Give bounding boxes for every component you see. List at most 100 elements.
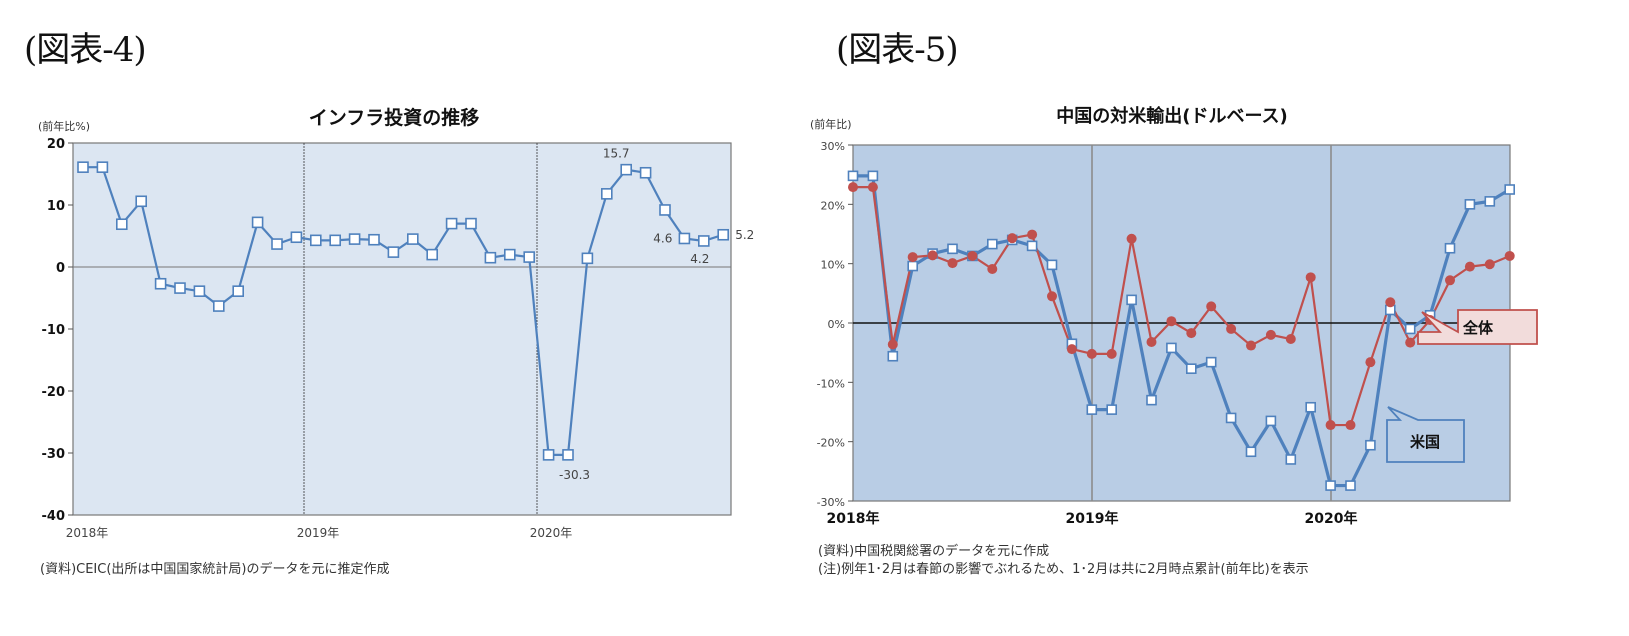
y-axis-unit-label: (前年比%) xyxy=(38,119,90,133)
data-point-square xyxy=(1106,404,1118,415)
y-tick-label: -20 xyxy=(42,385,66,400)
data-point-circle xyxy=(907,252,918,263)
data-point-square xyxy=(1325,480,1336,491)
data-point-circle xyxy=(1464,261,1475,272)
data-point-square xyxy=(947,243,958,255)
data-point-circle xyxy=(1066,344,1077,355)
data-label: 4.2 xyxy=(690,252,709,266)
chart-svg: 中国の対米輸出(ドルベース) (前年比) 30% 20% 10% 0% -10% -20%… xyxy=(810,105,1538,527)
data-point-square xyxy=(387,246,400,258)
data-point-circle xyxy=(1365,357,1376,368)
callout-total-label: 全体 xyxy=(1462,319,1494,337)
data-point-square xyxy=(1026,240,1038,252)
data-point-square xyxy=(251,216,264,229)
data-point-circle xyxy=(1285,334,1296,345)
data-label: 15.7 xyxy=(603,147,630,161)
x-year-label: 2018年 xyxy=(827,510,880,527)
data-point-square xyxy=(96,161,109,173)
data-point-square xyxy=(484,251,497,264)
data-point-square xyxy=(639,166,652,179)
series-line-0 xyxy=(83,166,724,456)
data-point-square xyxy=(1464,199,1476,210)
data-point-circle xyxy=(1186,328,1197,339)
callout-total xyxy=(1417,309,1538,345)
infrastructure-investment-chart: インフラ投資の推移 (前年比%) 20 10 0 -10 -20 -30 -40 2018年 2… xyxy=(0,100,800,620)
data-point-square xyxy=(213,300,225,312)
y-tick-label: 10% xyxy=(821,259,845,272)
data-point-circle xyxy=(848,182,858,193)
data-point-square xyxy=(1484,196,1496,207)
data-point-square xyxy=(620,163,633,176)
y-tick-label: 20% xyxy=(821,199,845,212)
data-point-square xyxy=(1345,480,1356,491)
data-point-circle xyxy=(1047,291,1057,302)
data-point-circle xyxy=(1385,297,1396,308)
data-point-square xyxy=(426,248,439,261)
figure-5-label: (図表-5) xyxy=(836,30,959,70)
data-point-square xyxy=(1444,242,1456,254)
x-year-label: 2019年 xyxy=(297,526,340,540)
y-tick-label: 10 xyxy=(47,199,65,214)
data-point-square xyxy=(503,248,516,261)
data-point-circle xyxy=(1246,340,1256,351)
y-tick-label: -20% xyxy=(817,437,845,450)
series-line-0 xyxy=(853,174,1511,488)
data-point-square xyxy=(542,449,555,461)
data-point-square xyxy=(847,170,859,182)
data-point-circle xyxy=(1405,337,1416,348)
data-point-square xyxy=(562,449,574,461)
data-point-square xyxy=(887,350,899,362)
footnote: (注)例年1･2月は春節の影響でぶれるため、1･2月は共に2月時点累計(前年比)… xyxy=(818,562,1309,577)
data-point-square xyxy=(987,238,998,250)
data-point-circle xyxy=(987,264,998,275)
data-point-square xyxy=(1245,446,1257,458)
data-point-square xyxy=(581,252,594,265)
data-point-circle xyxy=(927,250,938,261)
data-point-square xyxy=(445,217,458,230)
data-point-circle xyxy=(947,258,958,269)
data-point-circle xyxy=(1484,259,1495,270)
data-point-circle xyxy=(1325,420,1336,431)
chart-title: 中国の対米輸出(ドルベース) xyxy=(1056,105,1288,127)
data-point-square xyxy=(116,218,128,231)
data-point-circle xyxy=(967,250,978,261)
y-tick-label: 0 xyxy=(56,261,65,276)
data-point-square xyxy=(1404,323,1416,335)
data-point-circle xyxy=(1504,250,1515,261)
data-point-circle xyxy=(1206,301,1217,312)
data-point-square xyxy=(465,217,477,230)
data-point-square xyxy=(1185,363,1197,374)
data-point-circle xyxy=(1226,323,1237,334)
data-point-square xyxy=(1146,394,1157,406)
x-year-label: 2020年 xyxy=(530,526,573,540)
y-tick-label: -30% xyxy=(817,496,845,509)
data-point-square xyxy=(135,195,147,208)
data-label: 5.2 xyxy=(735,228,754,242)
data-point-square xyxy=(1166,342,1177,354)
data-point-circle xyxy=(1345,420,1356,431)
data-point-square xyxy=(290,231,303,244)
y-tick-label: 30% xyxy=(821,140,845,153)
data-point-circle xyxy=(1305,272,1316,283)
data-point-square xyxy=(271,238,283,250)
data-point-square xyxy=(348,233,361,245)
data-point-circle xyxy=(1106,348,1117,359)
data-point-square xyxy=(1504,184,1516,195)
data-point-circle xyxy=(1166,316,1177,327)
data-point-square xyxy=(77,161,89,173)
y-tick-label: -10% xyxy=(817,377,845,390)
data-point-square xyxy=(717,228,730,241)
x-year-label: 2018年 xyxy=(66,526,109,540)
data-point-square xyxy=(678,232,691,245)
data-label: 4.6 xyxy=(653,231,672,245)
callout-us xyxy=(1386,406,1465,463)
data-point-circle xyxy=(1445,275,1455,286)
y-tick-label: -40 xyxy=(42,509,66,524)
data-point-square xyxy=(1285,454,1297,465)
y-tick-label: 20 xyxy=(47,137,65,152)
data-point-circle xyxy=(1146,336,1157,347)
data-point-square xyxy=(406,233,419,245)
china-us-exports-chart: 中国の対米輸出(ドルベース) (前年比) 30% 20% 10% 0% -10% -20%… xyxy=(810,100,1629,620)
